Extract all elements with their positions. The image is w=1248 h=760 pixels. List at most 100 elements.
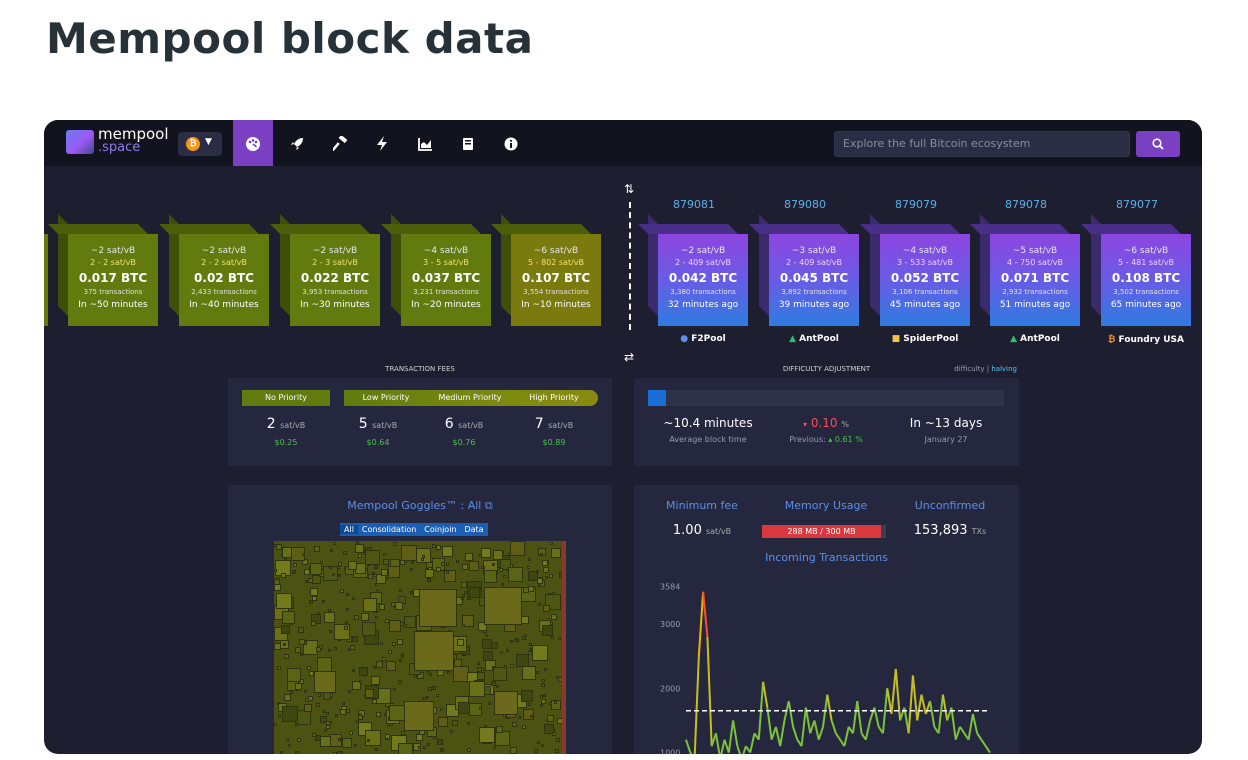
goggles-tab-coinjoin[interactable]: Coinjoin <box>424 525 457 534</box>
logo-wordmark[interactable]: mempool .space <box>98 127 169 155</box>
external-link-icon[interactable]: ⧉ <box>484 499 493 512</box>
treemap-tx[interactable] <box>462 564 468 570</box>
treemap-tx[interactable] <box>529 643 532 646</box>
treemap-tx[interactable] <box>416 734 423 741</box>
treemap-tx[interactable] <box>359 680 362 683</box>
treemap-tx[interactable] <box>287 668 301 682</box>
treemap-tx[interactable] <box>389 620 401 632</box>
treemap-tx[interactable] <box>338 574 341 577</box>
treemap-tx[interactable] <box>274 723 277 726</box>
treemap-tx[interactable] <box>290 691 293 694</box>
treemap-tx[interactable] <box>437 739 443 745</box>
treemap-tx[interactable] <box>362 622 376 636</box>
treemap-tx[interactable] <box>345 621 348 624</box>
treemap-tx[interactable] <box>446 571 449 574</box>
treemap-tx[interactable] <box>317 657 332 672</box>
treemap-tx[interactable] <box>326 712 329 715</box>
treemap-tx[interactable] <box>337 566 340 569</box>
treemap-tx[interactable] <box>316 647 321 652</box>
treemap-tx[interactable] <box>549 702 552 705</box>
treemap-tx[interactable] <box>376 661 383 668</box>
pending-block[interactable]: ~2 sat/vB 2 - 3 sat/vB 0.022 BTC 3,953 t… <box>270 214 380 326</box>
treemap-tx[interactable] <box>274 579 280 585</box>
treemap-tx[interactable] <box>496 726 503 733</box>
treemap-tx[interactable] <box>436 694 439 697</box>
treemap-tx[interactable] <box>501 583 504 586</box>
treemap-tx[interactable] <box>495 731 510 746</box>
treemap-tx[interactable] <box>361 613 369 621</box>
treemap-tx[interactable] <box>278 715 281 718</box>
treemap-tx[interactable] <box>376 712 381 717</box>
treemap-tx[interactable] <box>536 671 539 674</box>
treemap-tx[interactable] <box>297 738 301 742</box>
treemap-tx[interactable] <box>332 573 335 576</box>
treemap-tx[interactable] <box>355 544 364 553</box>
treemap-tx[interactable] <box>280 751 283 754</box>
treemap-tx[interactable] <box>337 751 343 754</box>
treemap-tx[interactable] <box>392 642 396 646</box>
treemap-tx[interactable] <box>302 553 305 556</box>
treemap-tx[interactable] <box>418 746 421 749</box>
treemap-tx[interactable] <box>295 723 298 726</box>
treemap-tx[interactable] <box>550 542 553 545</box>
treemap-tx[interactable] <box>510 664 514 668</box>
treemap-tx[interactable] <box>528 651 532 655</box>
treemap-tx[interactable] <box>528 558 531 561</box>
treemap-tx[interactable] <box>323 692 331 700</box>
treemap-tx[interactable] <box>348 561 357 570</box>
treemap-tx[interactable] <box>373 666 376 669</box>
treemap-tx[interactable] <box>371 676 380 685</box>
treemap-tx[interactable] <box>295 683 302 690</box>
treemap-tx[interactable] <box>393 542 397 546</box>
treemap-tx[interactable] <box>523 709 534 720</box>
treemap-tx[interactable] <box>496 685 499 688</box>
treemap-tx[interactable] <box>479 727 495 743</box>
treemap-tx[interactable] <box>281 625 290 634</box>
pool-label[interactable]: ■ SpiderPool <box>880 334 970 344</box>
treemap-tx[interactable] <box>423 746 426 749</box>
dashboard-icon[interactable] <box>233 120 273 166</box>
treemap-tx[interactable] <box>352 636 358 642</box>
treemap-tx[interactable] <box>398 680 402 684</box>
treemap-tx[interactable] <box>310 563 322 575</box>
treemap-tx[interactable] <box>540 704 543 707</box>
treemap-tx[interactable] <box>277 666 281 670</box>
treemap-tx[interactable] <box>536 570 539 573</box>
treemap-tx[interactable] <box>469 681 485 697</box>
treemap-tx[interactable] <box>500 559 511 570</box>
treemap-tx[interactable] <box>549 574 553 578</box>
treemap-tx[interactable] <box>359 667 368 676</box>
treemap-tx[interactable] <box>385 619 389 623</box>
treemap-tx[interactable] <box>493 667 507 681</box>
treemap-tx[interactable] <box>552 592 555 595</box>
treemap-tx[interactable] <box>421 558 424 561</box>
treemap-tx[interactable] <box>343 551 347 555</box>
block-height[interactable]: 879080 <box>784 198 826 211</box>
treemap-tx[interactable] <box>454 659 462 667</box>
treemap-tx[interactable] <box>384 713 387 716</box>
treemap-tx[interactable] <box>465 553 473 561</box>
treemap-tx[interactable] <box>383 559 389 565</box>
treemap-tx[interactable] <box>295 720 298 723</box>
treemap-tx[interactable] <box>457 639 464 646</box>
treemap-tx[interactable] <box>528 586 534 592</box>
treemap-tx[interactable] <box>558 637 561 640</box>
treemap-tx[interactable] <box>446 563 449 566</box>
treemap-tx[interactable] <box>436 545 441 550</box>
treemap-tx[interactable] <box>541 744 544 747</box>
halving-tab[interactable]: halving <box>991 365 1017 373</box>
treemap-tx[interactable] <box>286 738 289 741</box>
treemap-tx[interactable] <box>510 747 517 754</box>
treemap-tx[interactable] <box>556 676 559 679</box>
treemap-tx[interactable] <box>310 588 318 596</box>
treemap-tx[interactable] <box>556 738 560 742</box>
treemap-tx[interactable] <box>491 681 496 686</box>
treemap-tx[interactable] <box>522 725 526 729</box>
treemap-tx[interactable] <box>381 569 388 576</box>
treemap-tx[interactable] <box>423 697 426 700</box>
treemap-tx[interactable] <box>338 562 342 566</box>
treemap-tx[interactable] <box>427 743 430 746</box>
treemap-tx[interactable] <box>304 569 310 575</box>
treemap-tx[interactable] <box>506 649 509 652</box>
block-height[interactable]: 879081 <box>673 198 715 211</box>
